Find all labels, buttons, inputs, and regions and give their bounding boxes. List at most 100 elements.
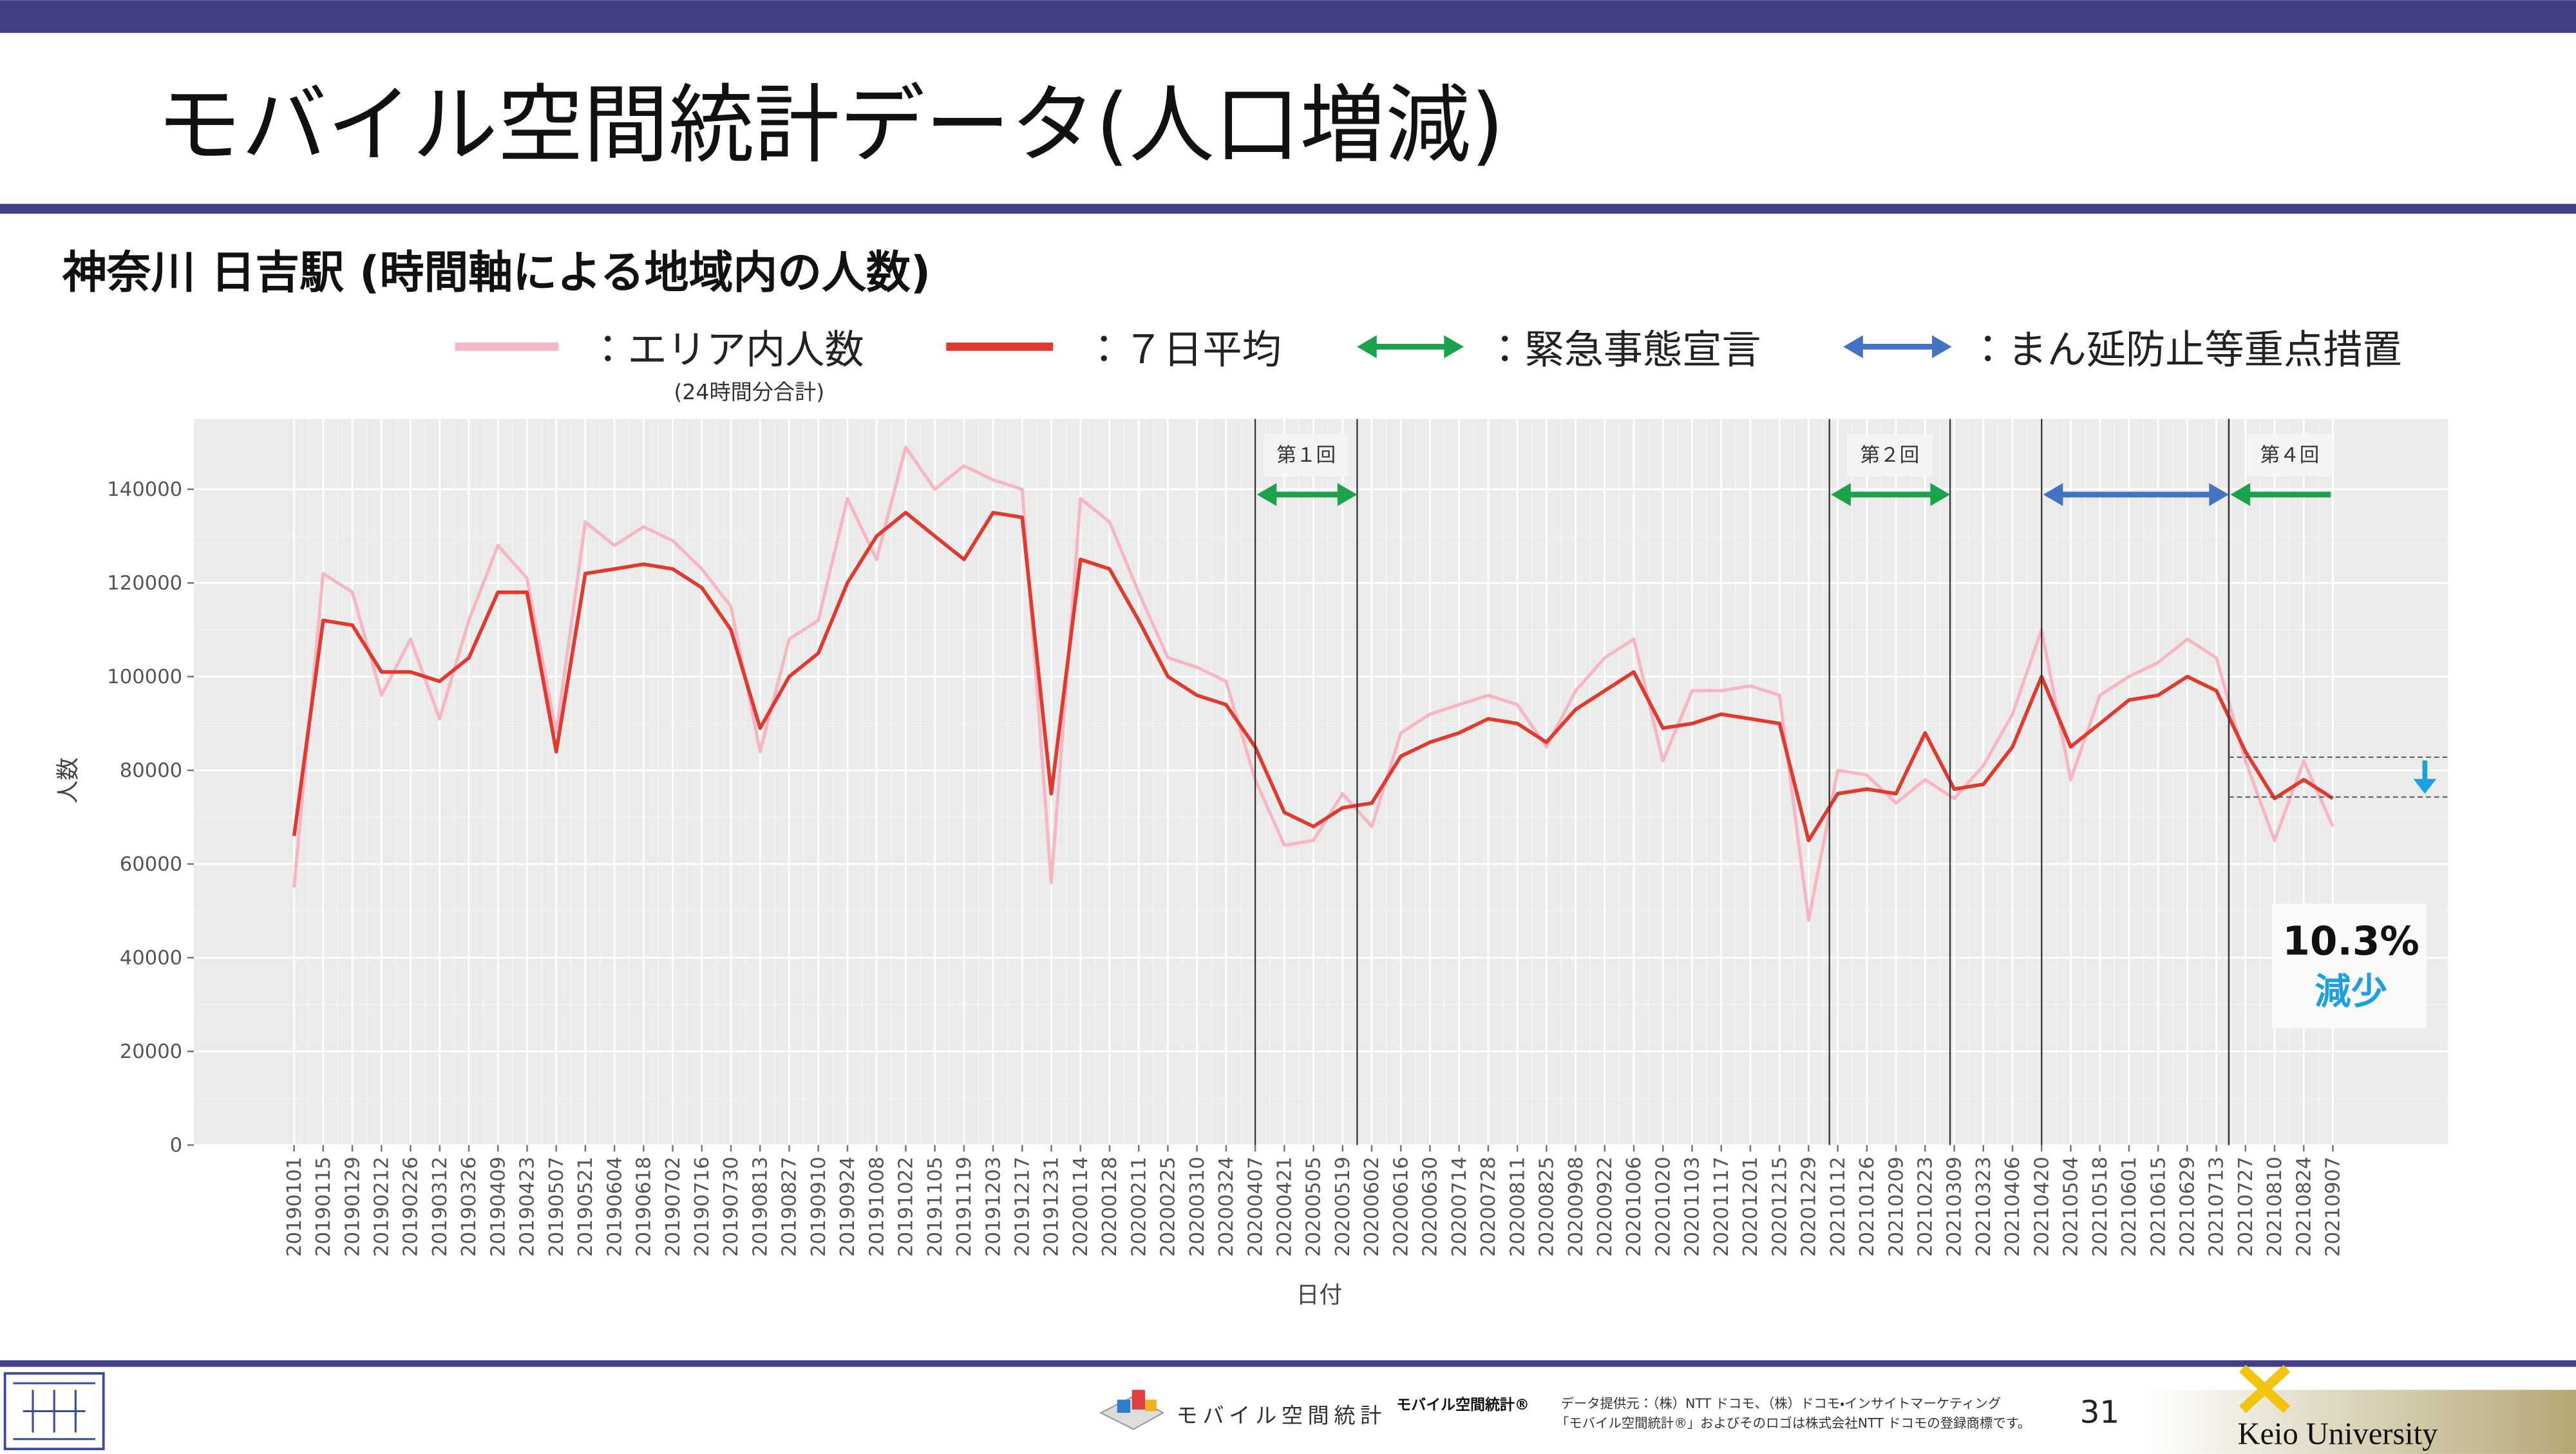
x-tick-label: 20201006	[1623, 1157, 1645, 1257]
x-tick-label: 20200519	[1332, 1157, 1354, 1257]
slide-title: モバイル空間統計データ(人口増減)	[156, 76, 1504, 175]
x-tick-label: 20210824	[2293, 1157, 2315, 1257]
x-tick-label: 20201103	[1681, 1157, 1704, 1257]
x-tick-label: 20210112	[1827, 1157, 1850, 1257]
y-tick-label: 80000	[120, 759, 182, 782]
x-tick-label: 20200421	[1274, 1157, 1296, 1257]
x-tick-label: 20210323	[1973, 1157, 1995, 1257]
x-tick-label: 20210629	[2177, 1157, 2199, 1257]
x-tick-label: 20190101	[283, 1157, 306, 1257]
event-arrow	[1831, 483, 1951, 506]
arrow-head	[2043, 483, 2063, 506]
arrow-head	[1357, 335, 1377, 359]
x-tick-label: 20210406	[2002, 1157, 2024, 1257]
x-tick-label: 20190409	[487, 1157, 509, 1257]
legend-swatch	[1357, 335, 1464, 359]
event-arrow	[1256, 483, 1358, 506]
legend-label: ：まん延防止等重点措置	[1968, 327, 2401, 373]
logo-cube	[1145, 1399, 1157, 1412]
arrow-head	[1930, 483, 1951, 506]
y-tick-label: 60000	[120, 853, 182, 876]
x-tick-label: 20200922	[1594, 1157, 1616, 1257]
plot	[292, 445, 2334, 922]
x-tick-label: 20190129	[341, 1157, 364, 1257]
arrow-head	[2230, 483, 2251, 506]
x-tick-label: 20210907	[2322, 1157, 2345, 1257]
event-label-box	[2247, 433, 2333, 477]
x-tick-label: 20190702	[662, 1157, 685, 1257]
title-rule	[0, 203, 2576, 214]
x-tick-label: 20200908	[1565, 1157, 1587, 1257]
y-tick-label: 120000	[107, 572, 182, 594]
x-tick-label: 20191022	[895, 1157, 918, 1257]
keio-pens	[2239, 1364, 2291, 1413]
keio-band	[2145, 1390, 2576, 1454]
legend-swatch	[1843, 335, 1952, 359]
x-tick-label: 20200728	[1477, 1157, 1500, 1257]
top-bar	[0, 0, 2576, 33]
x-tick-label: 20191008	[866, 1157, 888, 1257]
x-tick-label: 20200324	[1215, 1157, 1238, 1257]
x-tick-label: 20201117	[1710, 1157, 1733, 1257]
y-tick-label: 40000	[120, 947, 182, 969]
series-line	[292, 511, 2334, 843]
x-tick-label: 20210810	[2264, 1157, 2286, 1257]
x-tick-label: 20201201	[1739, 1157, 1762, 1257]
x-tick-label: 20190730	[720, 1157, 743, 1257]
x-tick-label: 20210504	[2060, 1157, 2083, 1257]
x-tick-label: 20201215	[1768, 1157, 1791, 1257]
x-tick-label: 20200825	[1536, 1157, 1558, 1257]
x-tick-label: 20190326	[458, 1157, 480, 1257]
x-tick-label: 20200211	[1128, 1157, 1150, 1257]
series-line	[292, 445, 2334, 922]
change-arrow-head	[2413, 779, 2437, 794]
legend-label: ：緊急事態宣言	[1485, 327, 1761, 373]
x-tick-label: 20210615	[2147, 1157, 2170, 1257]
arrow-head	[1843, 335, 1863, 359]
x-tick-label: 20191231	[1041, 1157, 1063, 1257]
logo-cube	[1117, 1399, 1131, 1413]
logo-cube	[1132, 1390, 1146, 1410]
x-tick-label: 20191217	[1011, 1157, 1034, 1257]
x-tick-label: 20210209	[1885, 1157, 1908, 1257]
x-tick-label: 20190312	[429, 1157, 451, 1257]
change-text: 減少	[2315, 971, 2387, 1013]
x-tick-label: 20210713	[2206, 1157, 2228, 1257]
footer-brand: モバイル空間統計®	[1396, 1396, 1529, 1413]
event-label: 第４回	[2260, 444, 2319, 467]
footer-logo-text: モバイル空間統計	[1177, 1402, 1387, 1428]
x-tick-label: 20200310	[1186, 1157, 1209, 1257]
x-tick-label: 20190910	[808, 1157, 830, 1257]
x-axis-label: 日付	[1296, 1282, 1342, 1308]
x-tick-label: 20200811	[1506, 1157, 1529, 1257]
arrow-head	[1932, 335, 1952, 359]
page-number: 31	[2080, 1394, 2120, 1430]
x-tick-label: 20190813	[749, 1157, 772, 1257]
x-tick-label: 20200602	[1361, 1157, 1383, 1257]
arrow-head	[2209, 483, 2229, 506]
event-label-box	[1847, 433, 1933, 477]
footer-source: データ提供元：（株）NTT ドコモ、（株）ドコモ・インサイトマーケティング	[1560, 1395, 2001, 1411]
x-tick-label: 20191119	[953, 1157, 976, 1257]
x-tick-label: 20200407	[1244, 1157, 1267, 1257]
x-tick-label: 20200714	[1448, 1157, 1471, 1257]
footer-rule	[0, 1360, 2576, 1367]
x-tick-label: 20200114	[1070, 1157, 1092, 1257]
x-tick-label: 20190716	[691, 1157, 714, 1257]
legend-label: ：エリア内人数	[588, 327, 864, 373]
arrow-head	[1256, 483, 1277, 506]
x-tick-label: 20190827	[779, 1157, 801, 1257]
x-tick-label: 20191203	[982, 1157, 1005, 1257]
x-tick-label: 20190423	[516, 1157, 539, 1257]
event-arrow	[2230, 483, 2331, 506]
x-tick-label: 20191105	[924, 1157, 947, 1257]
x-tick-label: 20201229	[1798, 1157, 1821, 1257]
x-tick-label: 20210126	[1856, 1157, 1879, 1257]
x-tick-label: 20190507	[545, 1157, 568, 1257]
x-tick-label: 20190924	[837, 1157, 859, 1257]
event-arrow	[2043, 483, 2229, 506]
x-tick-label: 20200505	[1303, 1157, 1325, 1257]
arrow-head	[1444, 335, 1464, 359]
arrow-head	[1831, 483, 1851, 506]
